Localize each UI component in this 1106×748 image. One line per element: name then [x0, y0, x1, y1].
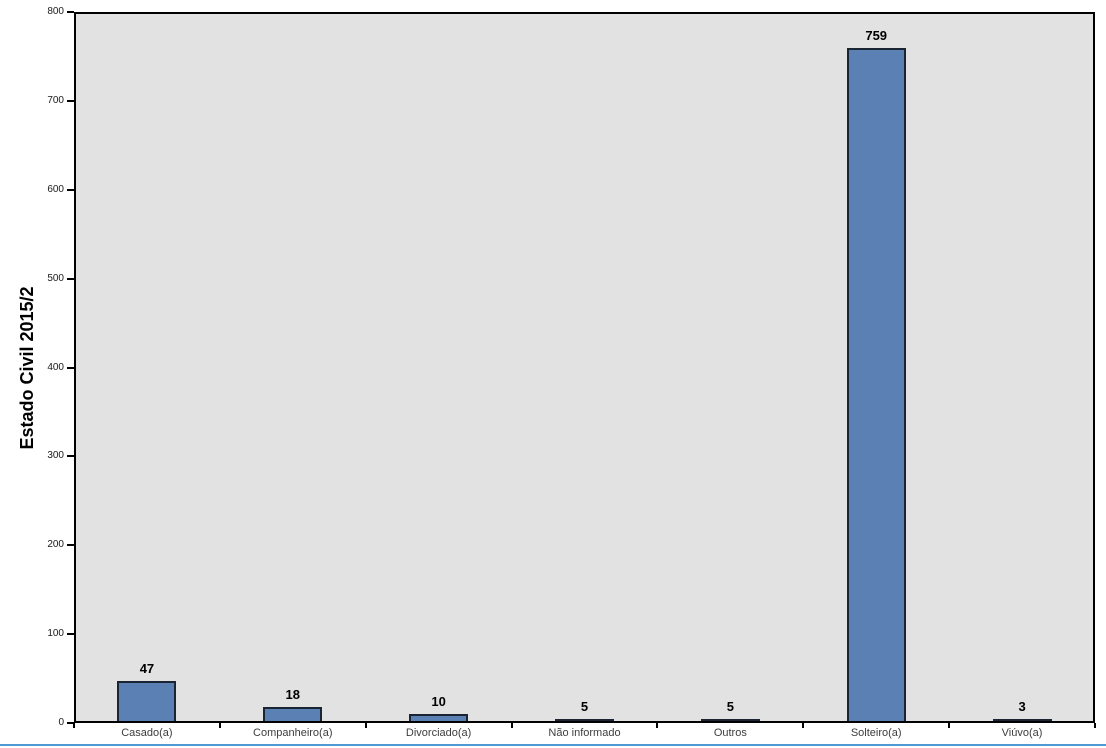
y-axis-tick-label: 100 — [47, 628, 64, 640]
y-axis-tick-mark — [67, 99, 74, 102]
bar-value-label: 47 — [139, 661, 155, 677]
x-axis-tick-mark — [1094, 723, 1096, 728]
bar-divorciado-a- — [409, 714, 469, 721]
bar-n-o-informado — [555, 718, 614, 721]
bar-solteiro-a- — [846, 48, 906, 721]
y-axis-tick-mark — [67, 277, 74, 280]
y-axis-tick-mark — [67, 722, 74, 724]
x-axis-category-label: Viúvo(a) — [1001, 727, 1043, 739]
x-axis-category-label: Não informado — [548, 727, 621, 739]
x-axis-category-label: Solteiro(a) — [850, 727, 902, 739]
y-axis-tick-mark — [67, 633, 74, 636]
y-axis-tick-label: 200 — [47, 539, 64, 551]
x-axis-tick-mark — [656, 723, 659, 728]
plot-area — [74, 12, 1095, 723]
y-axis-tick-label: 700 — [47, 94, 64, 106]
y-axis-tick-label: 500 — [47, 272, 64, 284]
x-axis-tick-mark — [510, 723, 513, 728]
bar-value-label: 5 — [580, 698, 589, 714]
bar-casado-a- — [117, 681, 177, 721]
y-axis-tick-mark — [67, 188, 74, 191]
bar-value-label: 759 — [865, 28, 888, 44]
y-axis-tick-label: 600 — [47, 183, 64, 195]
bottom-accent-line — [0, 744, 1106, 746]
bar-value-label: 5 — [726, 698, 734, 714]
bar-value-label: 3 — [1018, 699, 1026, 714]
y-axis-tick-label: 400 — [47, 361, 64, 373]
x-axis-category-label: Outros — [713, 727, 747, 739]
x-axis-category-label: Divorciado(a) — [405, 727, 472, 739]
bar-value-label: 10 — [431, 694, 446, 710]
x-axis-category-label: Casado(a) — [121, 727, 173, 739]
bar-value-label: 18 — [285, 687, 300, 702]
y-axis-tick-mark — [67, 544, 74, 547]
bar-outros — [700, 718, 760, 721]
bar-companheiro-a- — [263, 707, 323, 721]
y-axis-tick-mark — [67, 366, 74, 369]
x-axis-tick-mark — [218, 723, 221, 728]
x-axis-tick-mark — [802, 723, 805, 728]
y-axis-tick-mark — [67, 455, 74, 458]
y-axis-tick-label: 300 — [47, 450, 64, 462]
x-axis-tick-mark — [73, 723, 75, 728]
y-axis-tick-mark — [67, 11, 74, 13]
y-axis-tick-label: 0 — [58, 717, 64, 728]
bar-vi-vo-a- — [992, 719, 1052, 721]
x-axis-category-label: Companheiro(a) — [253, 727, 333, 739]
y-axis-tick-label: 800 — [47, 6, 64, 17]
x-axis-tick-mark — [948, 723, 951, 728]
x-axis-tick-mark — [364, 723, 367, 728]
